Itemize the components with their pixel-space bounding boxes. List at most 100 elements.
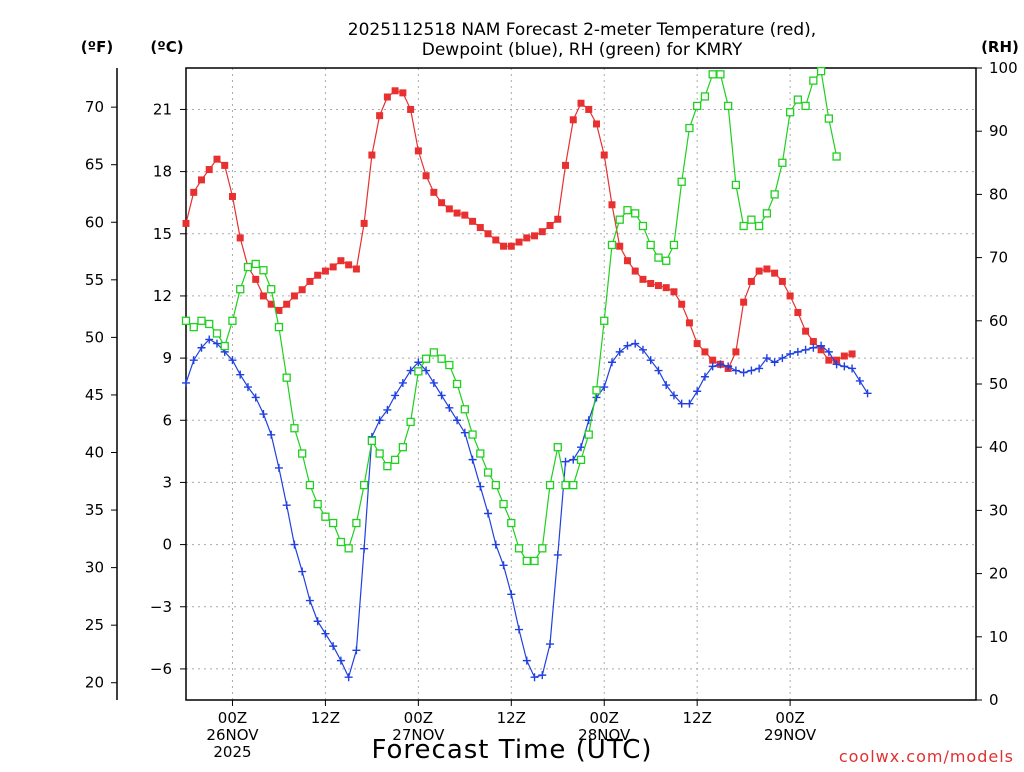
dewpoint-point [453, 416, 462, 425]
relative_humidity-point [321, 512, 330, 521]
relative_humidity-point [592, 386, 601, 395]
rh-tick-label: 50 [989, 375, 1008, 393]
temperature-point [507, 242, 515, 250]
dewpoint-point [182, 378, 190, 387]
relative_humidity-point [267, 285, 276, 294]
dewpoint-point [437, 391, 446, 400]
dewpoint-point [344, 673, 353, 682]
relative_humidity-point [809, 76, 818, 85]
dewpoint-point [383, 405, 392, 414]
dewpoint-point [824, 347, 833, 356]
temperature-point [592, 120, 600, 128]
relative_humidity-point [785, 108, 795, 117]
relative_humidity-point [600, 316, 609, 325]
dewpoint-point [654, 366, 663, 375]
chart-title-line2: Dewpoint (blue), RH (green) for KMRY [422, 40, 743, 60]
dewpoint-point [422, 366, 431, 375]
x-tick-label: 29NOV [764, 726, 817, 744]
celsius-tick-label: 6 [162, 411, 172, 429]
fahrenheit-tick-label: 50 [85, 328, 104, 346]
temperature-point [453, 209, 461, 217]
dewpoint-point [499, 561, 508, 570]
dewpoint-point [832, 360, 841, 369]
relative_humidity-point [662, 256, 671, 265]
temperature-point [391, 87, 399, 95]
celsius-tick-label: 9 [162, 349, 172, 367]
dewpoint-point [491, 540, 500, 549]
temperature-point [631, 267, 639, 275]
temperature-point [445, 205, 453, 213]
temperature-point [616, 242, 624, 250]
temperature-point [283, 300, 291, 308]
relative_humidity-point [313, 499, 322, 509]
x-tick-label: 12Z [311, 709, 340, 727]
temperature-point [213, 155, 221, 163]
temperature-point [469, 217, 477, 225]
temperature-point [608, 201, 616, 209]
rh-tick-label: 60 [989, 312, 1008, 330]
temperature-point [685, 319, 693, 327]
temperature-point [763, 265, 771, 273]
temperature-point [267, 300, 275, 308]
dewpoint-point [577, 443, 585, 452]
dewpoint-point [398, 378, 407, 387]
relative_humidity-point [716, 70, 725, 79]
celsius-tick-label: −3 [150, 598, 172, 616]
temperature-point [352, 265, 360, 273]
dewpoint-point [228, 356, 237, 365]
temperature-point [809, 338, 817, 346]
fahrenheit-tick-label: 30 [85, 559, 104, 577]
dewpoint-point [243, 383, 252, 392]
dewpoint-point [716, 360, 725, 369]
x-tick-label: 00Z [218, 709, 247, 727]
dewpoint-point [321, 629, 330, 638]
dewpoint-point [615, 347, 624, 356]
x-tick-label: 00Z [590, 709, 619, 727]
temperature-point [678, 300, 686, 308]
dewpoint-point [677, 399, 686, 408]
temperature-point [298, 286, 306, 294]
dewpoint-point [623, 341, 632, 350]
temperature-point [833, 356, 841, 364]
dewpoint-point [352, 646, 361, 655]
dewpoint-point [538, 671, 547, 680]
dewpoint-point [259, 410, 268, 419]
relative_humidity-point [445, 360, 454, 370]
dewpoint-point [817, 341, 826, 350]
relative_humidity-point [793, 95, 803, 104]
relative_humidity-point [483, 468, 493, 477]
rh-tick-label: 30 [989, 501, 1008, 519]
dewpoint-point [460, 428, 469, 437]
temperature-point [531, 232, 539, 240]
rh-tick-label: 100 [989, 59, 1018, 77]
dewpoint-point [391, 391, 400, 400]
temperature-point [221, 161, 229, 169]
dewpoint-point [329, 642, 338, 651]
temperature-point [794, 309, 802, 317]
relative_humidity-point [460, 405, 469, 414]
fahrenheit-unit-label: (ºF) [81, 38, 113, 56]
relative_humidity-point [669, 240, 679, 250]
relative_humidity-point [778, 158, 787, 167]
relative_humidity-point [700, 92, 710, 101]
temperature-point [778, 277, 786, 285]
x-tick-label: 12Z [682, 709, 711, 727]
celsius-unit-label: (ºC) [150, 38, 183, 56]
temperature-point [376, 112, 384, 120]
relative_humidity-point [437, 354, 446, 363]
relative_humidity-point [708, 70, 717, 79]
temperature-point [205, 166, 213, 174]
relative_humidity-point [631, 209, 640, 218]
temperature-series [182, 87, 856, 372]
temperature-point [546, 221, 554, 229]
temperature-point [399, 89, 407, 97]
temperature-point [329, 263, 337, 271]
dewpoint-point [569, 455, 578, 464]
relative_humidity-point [259, 266, 268, 275]
temperature-point [461, 211, 469, 219]
temperature-point [383, 93, 391, 101]
celsius-tick-label: 0 [162, 536, 172, 554]
relative_humidity-point [638, 221, 648, 231]
dewpoint-point [468, 455, 477, 464]
dewpoint-point [685, 399, 694, 408]
